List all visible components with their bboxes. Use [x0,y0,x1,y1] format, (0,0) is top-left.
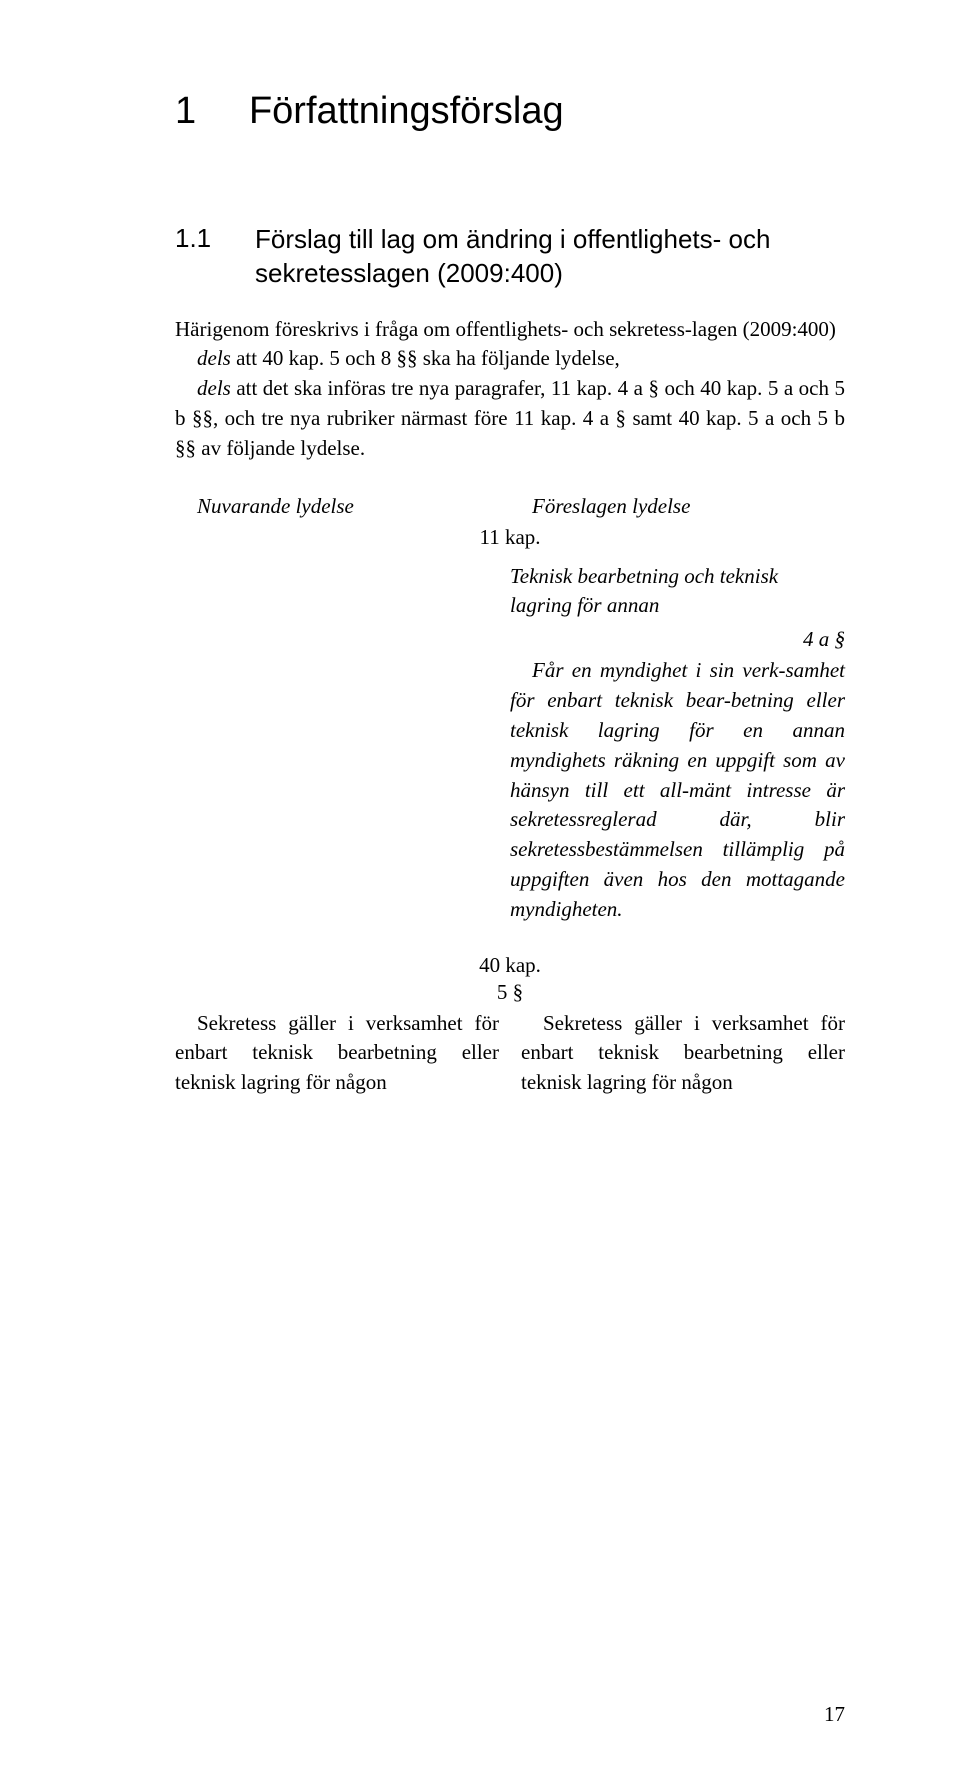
kap11-para-num-text: 4 a § [803,627,845,651]
page-number: 17 [824,1702,845,1727]
chapter-number: 1 [175,90,196,132]
kap40-left-body: Sekretess gäller i verksamhet för enbart… [175,1009,499,1098]
nuvarande-lydelse-header: Nuvarande lydelse [175,494,510,519]
kap11-para-number: 4 a § [510,627,845,652]
chapter-title: Författningsförslag [249,90,564,132]
document-page: 1 Författningsförslag 1.1 Förslag till l… [0,0,960,1767]
intro-p3-rest: att det ska införas tre nya paragrafer, … [175,376,845,460]
kap11-right-content: Teknisk bearbetning och teknisk lagring … [510,556,845,925]
kap11-label: 11 kap. [175,525,845,550]
intro-paragraph-1: Härigenom föreskrivs i fråga om offentli… [175,315,845,345]
kap11-rubric: Teknisk bearbetning och teknisk lagring … [510,562,845,622]
section-title: Förslag till lag om ändring i offentligh… [255,223,845,291]
kap40-right-body: Sekretess gäller i verksamhet för enbart… [521,1009,845,1098]
section-heading-row: 1.1 Förslag till lag om ändring i offent… [175,223,845,291]
intro-p2-rest: att 40 kap. 5 och 8 §§ ska ha följande l… [231,346,620,370]
chapter-heading: 1 Författningsförslag [175,90,845,133]
lydelse-header-row: Nuvarande lydelse Föreslagen lydelse [175,494,845,519]
left-empty-spacer [175,556,510,925]
kap40-two-col-row: Sekretess gäller i verksamhet för enbart… [175,1009,845,1098]
kap40-label: 40 kap. [175,953,845,978]
intro-paragraph-2: dels att 40 kap. 5 och 8 §§ ska ha följa… [175,344,845,374]
kap11-right-block: Teknisk bearbetning och teknisk lagring … [175,556,845,925]
section-number: 1.1 [175,223,255,254]
kap40-para-number: 5 § [175,980,845,1005]
dels-2: dels [197,376,231,400]
foreslagen-lydelse-header: Föreslagen lydelse [510,494,845,519]
kap11-para-body: Får en myndighet i sin verk-samhet för e… [510,656,845,924]
intro-paragraph-3: dels att det ska införas tre nya paragra… [175,374,845,463]
dels-1: dels [197,346,231,370]
